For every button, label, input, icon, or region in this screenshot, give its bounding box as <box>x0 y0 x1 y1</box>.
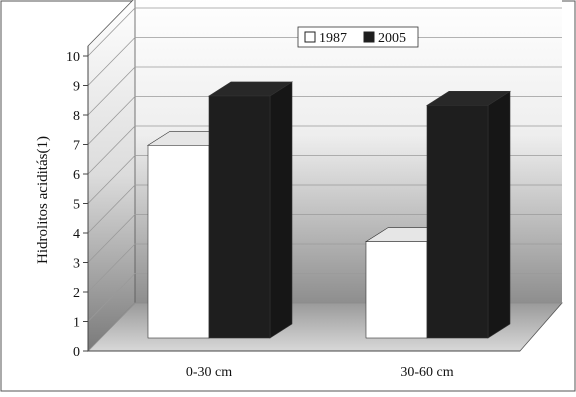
y-tick-label: 2 <box>73 286 80 301</box>
gridline <box>87 155 562 204</box>
y-tick-label: 3 <box>73 257 80 272</box>
y-axis-ticks: 0 1 2 3 4 5 6 7 8 9 10 <box>66 46 520 360</box>
y-tick-label: 6 <box>73 168 80 183</box>
legend-label-1987: 1987 <box>319 31 347 46</box>
bars <box>146 81 512 339</box>
legend-swatch-1987 <box>304 31 316 43</box>
bar-side-face <box>487 90 511 339</box>
y-tick-label: 1 <box>73 316 80 331</box>
legend-box <box>297 26 419 48</box>
x-category-label: 0-30 cm <box>186 365 232 380</box>
bar-2005-30-60cm <box>425 90 512 339</box>
y-axis-title: Hidrolitos aciditás(1) <box>35 136 51 264</box>
bar-front-face <box>147 145 210 339</box>
legend-swatch-2005 <box>363 31 375 43</box>
bar-front-face <box>208 95 271 339</box>
gridline <box>87 125 562 175</box>
bar-front-face <box>426 105 489 339</box>
y-tick-label: 9 <box>73 80 80 95</box>
y-tick-label: 0 <box>73 345 80 360</box>
bar-front-face <box>365 241 428 339</box>
side-wall <box>87 0 136 352</box>
gridline <box>87 184 562 234</box>
bar-side-face <box>269 81 293 339</box>
y-tick-label: 4 <box>73 227 80 242</box>
x-category-label: 30-60 cm <box>400 365 453 380</box>
gridline <box>87 96 562 145</box>
legend-label-2005: 2005 <box>378 31 406 46</box>
y-tick-label: 7 <box>73 139 80 154</box>
gridline <box>87 214 562 263</box>
legend: 1987 2005 <box>297 26 419 48</box>
y-tick-label: 8 <box>73 109 80 124</box>
y-tick-label: 5 <box>73 198 80 213</box>
x-axis-labels: 0-30 cm 30-60 cm <box>186 365 454 380</box>
gridline <box>87 7 562 57</box>
bar-2005-0-30cm <box>207 81 294 339</box>
y-tick-label: 10 <box>66 50 80 65</box>
gridline <box>87 37 562 86</box>
gridline <box>87 66 562 116</box>
